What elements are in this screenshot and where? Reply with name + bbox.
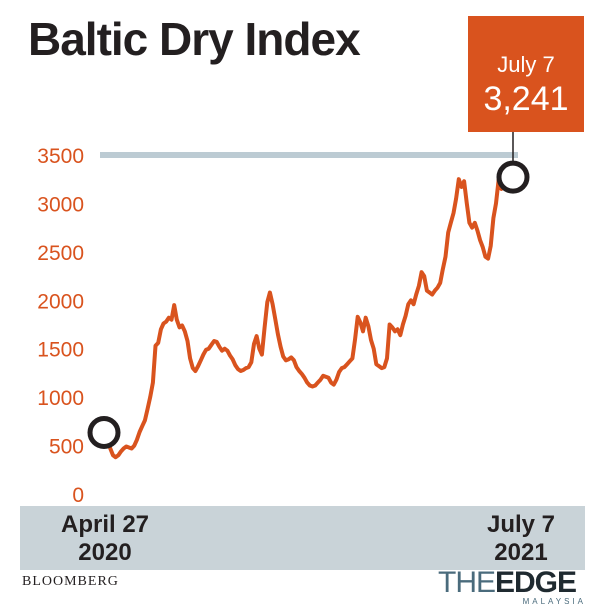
y-tick-label: 500 xyxy=(49,436,84,459)
y-tick-label: 3500 xyxy=(37,145,84,168)
logo-subtext: MALAYSIA xyxy=(522,597,586,606)
x-start-year: 2020 xyxy=(78,539,132,566)
start-point-marker xyxy=(87,415,121,449)
x-end-label: July 7 2021 xyxy=(466,511,576,567)
logo-text-edge: EDGE xyxy=(495,566,577,599)
y-tick-label: 3000 xyxy=(37,193,84,216)
end-point-marker xyxy=(496,160,530,194)
y-tick-label: 2500 xyxy=(37,242,84,265)
x-start-month: April 27 xyxy=(60,511,150,538)
latest-value-callout: July 7 3,241 xyxy=(468,16,584,132)
chart-title: Baltic Dry Index xyxy=(28,13,361,65)
y-tick-label: 1000 xyxy=(37,387,84,410)
y-tick-label: 2000 xyxy=(37,290,84,313)
x-start-label: April 27 2020 xyxy=(40,511,170,567)
series-line xyxy=(103,162,514,460)
callout-date: July 7 xyxy=(497,52,555,77)
x-end-year: 2021 xyxy=(494,539,548,566)
logo-text-the: THE xyxy=(438,566,496,599)
y-tick-label: 1500 xyxy=(37,339,84,362)
x-axis-band xyxy=(20,506,585,570)
callout-value: 3,241 xyxy=(483,80,569,118)
the-edge-logo: THEEDGE MALAYSIA xyxy=(438,567,586,609)
x-end-month: July 7 xyxy=(486,511,556,538)
y-tick-label: 0 xyxy=(72,484,84,507)
source-label: BLOOMBERG xyxy=(22,574,119,589)
